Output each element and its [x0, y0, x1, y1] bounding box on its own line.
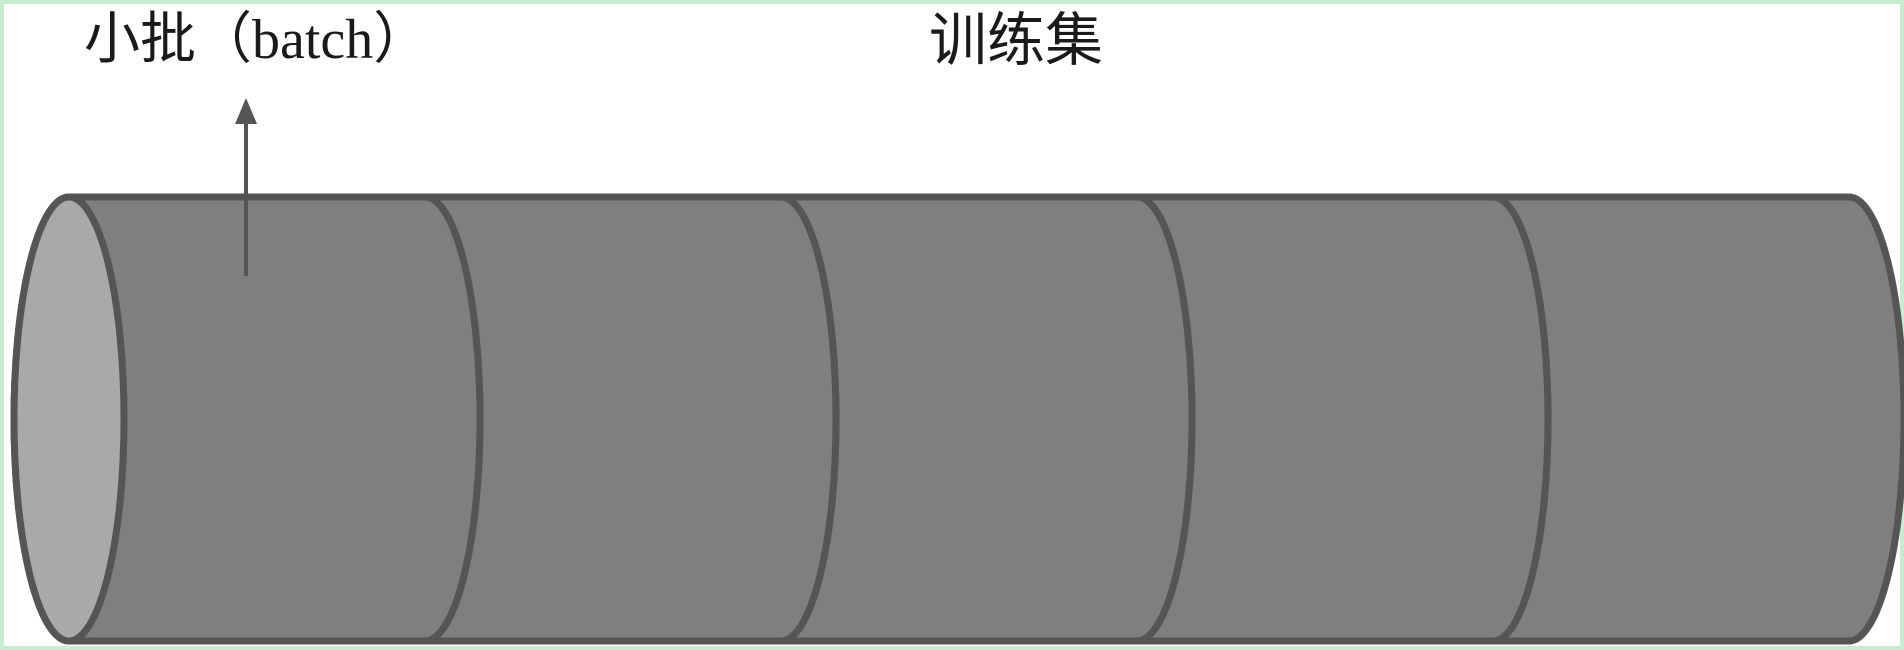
- training-set-label: 训练集: [929, 8, 1104, 73]
- batch-label: 小批（batch）: [84, 9, 430, 71]
- batch-arrow-head: [235, 98, 257, 124]
- segment-face-1: [10, 193, 128, 645]
- training-set-tube: [10, 98, 1904, 645]
